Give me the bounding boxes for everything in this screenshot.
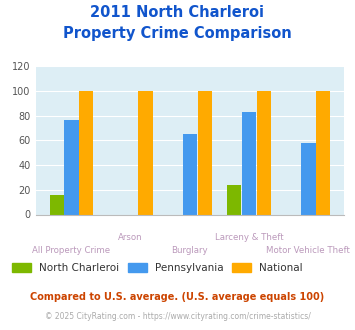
Bar [64,120,78,214]
Text: Property Crime Comparison: Property Crime Comparison [63,26,292,41]
Bar [227,185,241,214]
Bar [242,112,256,214]
Bar [198,91,212,214]
Bar [50,195,64,214]
Bar [301,143,316,214]
Text: 2011 North Charleroi: 2011 North Charleroi [91,5,264,20]
Text: All Property Crime: All Property Crime [32,246,110,255]
Bar [257,91,271,214]
Bar [138,91,153,214]
Legend: North Charleroi, Pennsylvania, National: North Charleroi, Pennsylvania, National [12,263,302,273]
Text: © 2025 CityRating.com - https://www.cityrating.com/crime-statistics/: © 2025 CityRating.com - https://www.city… [45,312,310,321]
Text: Arson: Arson [118,233,143,242]
Bar [79,91,93,214]
Text: Burglary: Burglary [171,246,208,255]
Text: Compared to U.S. average. (U.S. average equals 100): Compared to U.S. average. (U.S. average … [31,292,324,302]
Bar [316,91,330,214]
Text: Larceny & Theft: Larceny & Theft [215,233,284,242]
Bar [183,134,197,214]
Text: Motor Vehicle Theft: Motor Vehicle Theft [267,246,350,255]
